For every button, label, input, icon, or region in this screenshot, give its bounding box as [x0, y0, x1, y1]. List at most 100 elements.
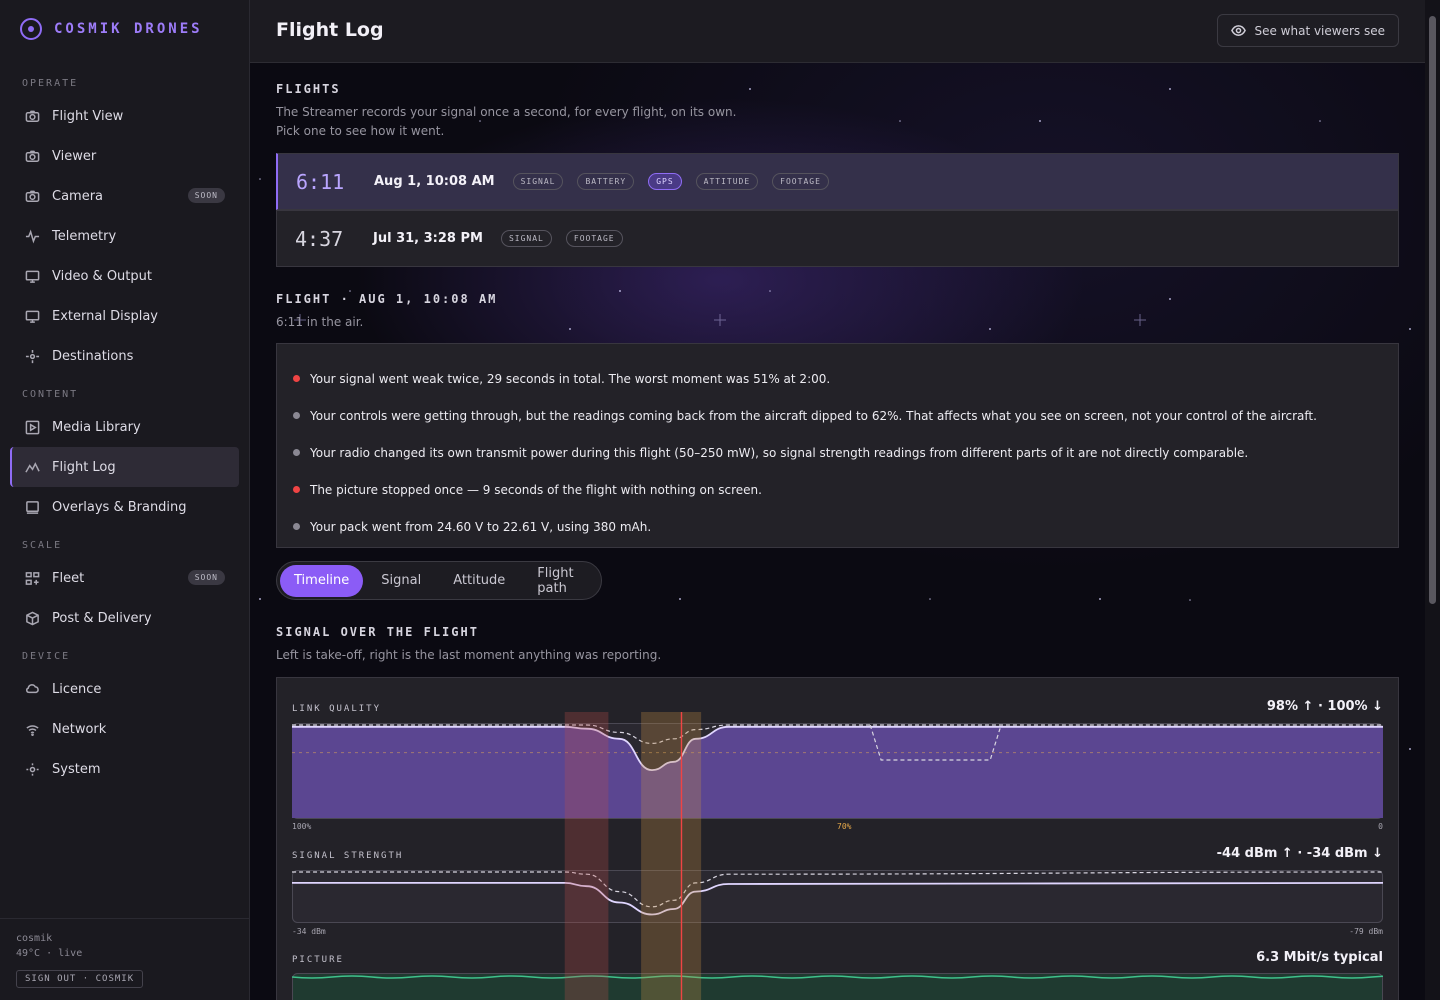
layers-icon	[24, 499, 40, 515]
sidebar-item-fleet[interactable]: Fleet SOON	[10, 558, 239, 598]
camera-icon	[24, 148, 40, 164]
camera-icon	[24, 108, 40, 124]
sidebar-item-flight-log[interactable]: Flight Log	[10, 447, 239, 487]
top-bar: Flight Log See what viewers see	[250, 0, 1425, 63]
sidebar-item-label: Flight View	[52, 108, 124, 124]
sidebar-item-camera[interactable]: Camera SOON	[10, 176, 239, 216]
username: cosmik	[16, 933, 53, 944]
sidebar-item-telemetry[interactable]: Telemetry	[10, 216, 239, 256]
crosshair-icon	[24, 348, 40, 364]
link-quality-tick-top: 100%	[292, 822, 312, 831]
monitor-icon	[24, 268, 40, 284]
sidebar-item-label: Telemetry	[52, 228, 117, 244]
see-viewers-button[interactable]: See what viewers see	[1217, 14, 1399, 47]
see-viewers-label: See what viewers see	[1254, 23, 1385, 38]
sidebar-item-video-output[interactable]: Video & Output	[10, 256, 239, 296]
sidebar-item-label: Network	[52, 721, 107, 737]
picture-bitrate-line	[292, 975, 1383, 979]
eye-icon	[1231, 25, 1247, 36]
tag-battery: BATTERY	[577, 173, 635, 190]
sidebar-item-flight-view[interactable]: Flight View	[10, 96, 239, 136]
signal-strength-dbm-down-line	[292, 871, 1383, 908]
link-quality-uplink-line	[292, 724, 1383, 745]
flight-detail-heading: FLIGHT · AUG 1, 10:08 AM	[276, 292, 498, 306]
scrollbar[interactable]	[1425, 0, 1440, 1000]
pulse-icon	[24, 228, 40, 244]
severity-dot	[293, 375, 300, 382]
link-quality-downlink-line	[292, 725, 1383, 772]
sidebar: COSMIK DRONES OPERATE Flight View Viewer…	[0, 0, 250, 1000]
summary-note-text: The picture stopped once — 9 seconds of …	[310, 482, 762, 497]
signal-strength-tick-bottom: -79 dBm	[1349, 927, 1383, 936]
sidebar-item-label: Media Library	[52, 419, 141, 435]
tab-flight-path[interactable]: Flight path	[537, 565, 574, 596]
soon-badge: SOON	[187, 188, 225, 203]
sidebar-item-label: Overlays & Branding	[52, 499, 187, 515]
severity-dot	[293, 486, 300, 493]
cloud-icon	[24, 681, 40, 697]
nav-section-device: DEVICE	[22, 651, 71, 662]
gear-icon	[24, 761, 40, 777]
signal-strength-dbm-up-line	[292, 882, 1383, 916]
sidebar-footer: cosmik 49°C · live SIGN OUT · COSMIK	[0, 918, 250, 1000]
flight-row[interactable]: 6:11 Aug 1, 10:08 AM SIGNAL BATTERY GPS …	[276, 153, 1399, 210]
sidebar-item-network[interactable]: Network	[10, 709, 239, 749]
sidebar-item-label: External Display	[52, 308, 158, 324]
main-content: Flight Log See what viewers see FLIGHTS …	[250, 0, 1425, 1000]
link-quality-readout: 98% ↑ · 100% ↓	[1266, 699, 1383, 714]
tab-attitude[interactable]: Attitude	[453, 573, 506, 588]
signal-subtitle: Left is take-off, right is the last mome…	[276, 648, 662, 662]
sidebar-item-post-delivery[interactable]: Post & Delivery	[10, 598, 239, 638]
picture-frame	[292, 973, 1383, 1000]
flight-date: Aug 1, 10:08 AM	[374, 174, 495, 189]
sign-out-button[interactable]: SIGN OUT · COSMIK	[16, 970, 144, 988]
severity-dot	[293, 412, 300, 419]
sidebar-item-external-display[interactable]: External Display	[10, 296, 239, 336]
sidebar-item-label: Flight Log	[52, 459, 116, 475]
flights-subtitle-1: The Streamer records your signal once a …	[276, 105, 737, 119]
sidebar-item-system[interactable]: System	[10, 749, 239, 789]
scrollbar-thumb[interactable]	[1429, 16, 1436, 604]
flight-row[interactable]: 4:37 Jul 31, 3:28 PM SIGNAL FOOTAGE	[276, 210, 1399, 267]
sidebar-item-licence[interactable]: Licence	[10, 669, 239, 709]
nav-section-content: CONTENT	[22, 389, 79, 400]
grid-icon	[24, 570, 40, 586]
link-quality-tick-bottom: 0	[1378, 822, 1383, 831]
summary-note: Your pack went from 24.60 V to 22.61 V, …	[293, 508, 1382, 545]
signal-heading: SIGNAL OVER THE FLIGHT	[276, 625, 479, 639]
signal-strength-readout: -44 dBm ↑ · -34 dBm ↓	[1216, 846, 1383, 861]
sidebar-item-label: Fleet	[52, 570, 85, 586]
sidebar-item-viewer[interactable]: Viewer	[10, 136, 239, 176]
flight-date: Jul 31, 3:28 PM	[373, 231, 483, 246]
sidebar-item-label: Camera	[52, 188, 104, 204]
summary-note: The picture stopped once — 9 seconds of …	[293, 471, 1382, 508]
summary-note: Your radio changed its own transmit powe…	[293, 434, 1382, 471]
summary-note-text: Your controls were getting through, but …	[310, 408, 1317, 423]
tab-timeline[interactable]: Timeline	[280, 564, 364, 597]
chart-line-icon	[24, 459, 40, 475]
tab-signal[interactable]: Signal	[381, 573, 422, 588]
severity-dot	[293, 449, 300, 456]
link-quality-uplink-dip	[869, 724, 1002, 761]
summary-note: Your signal went weak twice, 29 seconds …	[293, 360, 1382, 397]
play-square-icon	[24, 419, 40, 435]
summary-note-text: Your radio changed its own transmit powe…	[310, 445, 1249, 460]
flight-summary: Your signal went weak twice, 29 seconds …	[276, 343, 1399, 548]
monitor-icon	[24, 308, 40, 324]
flight-duration: 4:37	[295, 226, 344, 251]
sidebar-item-label: Video & Output	[52, 268, 152, 284]
sidebar-item-label: System	[52, 761, 101, 777]
sidebar-item-overlays-branding[interactable]: Overlays & Branding	[10, 487, 239, 527]
sidebar-item-media-library[interactable]: Media Library	[10, 407, 239, 447]
picture-label: PICTURE	[292, 955, 344, 965]
signal-strength-chart	[292, 870, 1383, 923]
brand[interactable]: COSMIK DRONES	[20, 18, 203, 40]
sidebar-item-destinations[interactable]: Destinations	[10, 336, 239, 376]
picture-readout: 6.3 Mbit/s typical	[1256, 950, 1383, 965]
wifi-icon	[24, 721, 40, 737]
signal-strength-tick-top: -34 dBm	[292, 927, 326, 936]
flights-subtitle-2: Pick one to see how it went.	[276, 124, 445, 138]
nav-section-scale: SCALE	[22, 540, 63, 551]
tag-gps: GPS	[648, 173, 682, 190]
weak-signal-band	[564, 712, 609, 1000]
